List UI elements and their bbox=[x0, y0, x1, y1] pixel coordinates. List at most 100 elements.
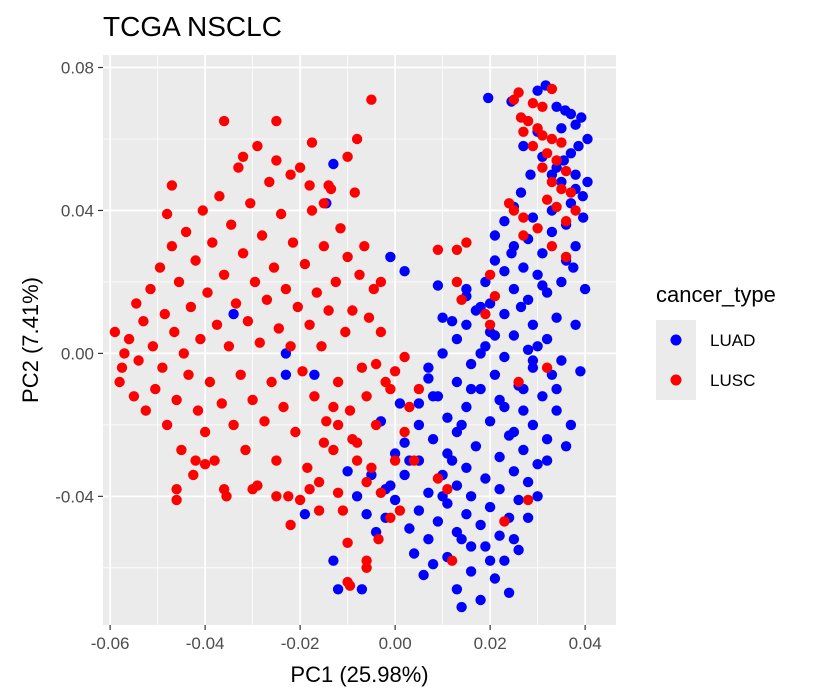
data-point-lusc bbox=[556, 137, 567, 148]
data-point-lusc bbox=[154, 262, 166, 273]
data-point-luad bbox=[565, 108, 577, 120]
data-point-luad bbox=[489, 573, 501, 584]
data-point-lusc bbox=[541, 362, 553, 373]
data-point-lusc bbox=[527, 98, 539, 109]
data-point-luad bbox=[475, 519, 486, 531]
data-point-luad bbox=[537, 248, 548, 259]
data-point-lusc bbox=[294, 494, 306, 506]
data-point-lusc bbox=[190, 455, 201, 466]
data-point-luad bbox=[532, 341, 543, 352]
data-point-lusc bbox=[147, 341, 159, 352]
data-point-lusc bbox=[508, 205, 520, 216]
data-point-luad bbox=[499, 266, 510, 277]
data-point-lusc bbox=[546, 176, 558, 188]
data-point-lusc bbox=[489, 291, 501, 302]
data-point-luad bbox=[446, 455, 458, 466]
data-point-lusc bbox=[361, 391, 372, 402]
data-point-luad bbox=[451, 376, 463, 388]
data-point-lusc bbox=[484, 319, 496, 330]
data-point-luad bbox=[480, 473, 491, 484]
data-point-lusc bbox=[178, 348, 189, 359]
data-point-luad bbox=[532, 491, 543, 502]
data-point-lusc bbox=[209, 455, 220, 466]
data-point-luad bbox=[465, 491, 477, 502]
data-point-luad bbox=[551, 405, 562, 416]
data-point-lusc bbox=[565, 187, 577, 198]
data-point-lusc bbox=[252, 140, 263, 152]
data-point-lusc bbox=[480, 308, 491, 320]
data-point-lusc bbox=[330, 276, 341, 288]
data-point-lusc bbox=[560, 165, 572, 177]
data-point-lusc bbox=[368, 283, 379, 295]
y-axis-title: PC2 (7.41%) bbox=[18, 277, 43, 403]
data-point-luad bbox=[342, 466, 353, 477]
data-point-luad bbox=[437, 312, 448, 323]
data-point-lusc bbox=[278, 401, 289, 413]
data-point-luad bbox=[556, 276, 567, 288]
data-point-lusc bbox=[228, 419, 239, 431]
data-point-luad bbox=[558, 155, 569, 166]
data-point-lusc bbox=[259, 416, 270, 427]
data-point-lusc bbox=[230, 298, 242, 309]
data-point-luad bbox=[451, 480, 463, 491]
data-point-lusc bbox=[273, 323, 284, 334]
data-point-luad bbox=[483, 92, 494, 104]
data-point-lusc bbox=[349, 187, 360, 198]
data-point-luad bbox=[577, 191, 588, 202]
data-point-luad bbox=[413, 398, 425, 409]
data-point-luad bbox=[551, 101, 562, 113]
data-point-lusc bbox=[128, 391, 140, 402]
data-point-lusc bbox=[451, 276, 463, 288]
data-point-lusc bbox=[275, 208, 287, 220]
data-point-lusc bbox=[211, 319, 223, 330]
data-point-luad bbox=[570, 241, 581, 252]
data-point-lusc bbox=[389, 455, 401, 466]
data-point-lusc bbox=[370, 419, 382, 431]
data-point-luad bbox=[489, 230, 501, 241]
data-point-lusc bbox=[138, 316, 149, 327]
data-point-lusc bbox=[235, 369, 246, 380]
data-point-lusc bbox=[537, 162, 548, 173]
data-point-luad bbox=[461, 462, 472, 473]
legend-swatch-lusc bbox=[670, 374, 682, 386]
data-point-luad bbox=[508, 330, 520, 341]
data-point-lusc bbox=[180, 226, 192, 238]
data-point-luad bbox=[578, 212, 589, 223]
data-point-lusc bbox=[361, 476, 372, 488]
data-point-luad bbox=[356, 584, 368, 595]
data-point-lusc bbox=[389, 366, 401, 377]
x-axis-title: PC1 (25.98%) bbox=[290, 662, 428, 687]
x-tick-label: 0.00 bbox=[379, 634, 412, 653]
data-point-lusc bbox=[513, 376, 524, 388]
data-point-lusc bbox=[556, 183, 567, 195]
data-point-luad bbox=[551, 383, 562, 395]
data-point-luad bbox=[546, 226, 558, 238]
data-point-luad bbox=[413, 505, 425, 516]
data-point-lusc bbox=[551, 201, 562, 213]
data-point-lusc bbox=[546, 241, 558, 252]
data-point-lusc bbox=[375, 487, 387, 498]
data-point-lusc bbox=[484, 269, 496, 280]
data-point-lusc bbox=[207, 237, 218, 248]
data-point-lusc bbox=[527, 140, 539, 152]
data-point-luad bbox=[228, 308, 239, 320]
data-point-lusc bbox=[318, 198, 330, 209]
data-point-luad bbox=[508, 283, 520, 295]
data-point-lusc bbox=[171, 484, 182, 495]
data-point-luad bbox=[399, 266, 410, 277]
data-point-lusc bbox=[287, 237, 299, 248]
data-point-luad bbox=[427, 434, 439, 445]
data-point-lusc bbox=[328, 401, 339, 413]
data-point-luad bbox=[532, 85, 543, 96]
legend-title: cancer_type bbox=[656, 282, 776, 307]
data-point-lusc bbox=[318, 241, 330, 252]
data-point-luad bbox=[527, 355, 539, 366]
data-point-lusc bbox=[256, 230, 268, 241]
data-point-luad bbox=[582, 176, 593, 188]
data-point-lusc bbox=[176, 444, 187, 456]
data-point-lusc bbox=[499, 516, 510, 527]
data-point-lusc bbox=[413, 383, 425, 395]
data-point-lusc bbox=[271, 155, 282, 166]
data-point-luad bbox=[456, 534, 467, 545]
